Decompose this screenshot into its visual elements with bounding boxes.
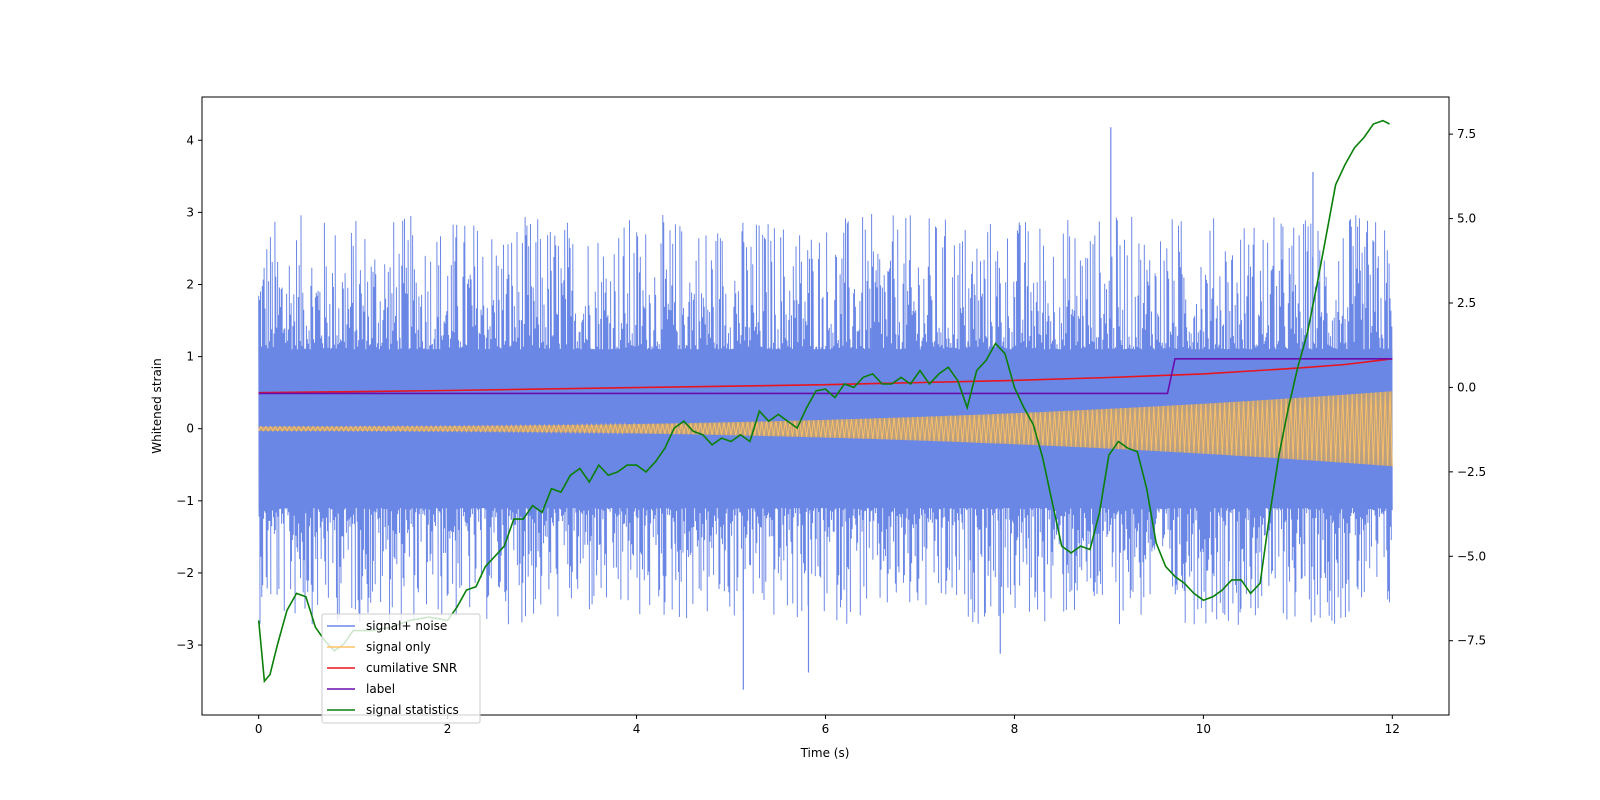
x-tick-label: 12: [1385, 722, 1400, 736]
y-tick-label: −1: [176, 494, 194, 508]
y2-tick-label: 0.0: [1457, 380, 1476, 394]
y-tick-label: −3: [176, 638, 194, 652]
y2-tick-label: 7.5: [1457, 127, 1476, 141]
y2-tick-label: 2.5: [1457, 296, 1476, 310]
x-tick-label: 10: [1196, 722, 1211, 736]
x-axis-label: Time (s): [800, 746, 850, 760]
y-axis-right: −7.5 −5.0 −2.5 0.0 2.5 5.0 7.5: [1449, 127, 1486, 648]
x-tick-label: 8: [1011, 722, 1019, 736]
x-tick-label: 6: [822, 722, 830, 736]
x-tick-label: 0: [255, 722, 263, 736]
legend-label-signal-noise: signal+ noise: [366, 619, 447, 633]
y-axis-label: Whitened strain: [150, 358, 164, 454]
legend-label-signal-only: signal only: [366, 640, 431, 654]
plot-area: [257, 119, 1393, 690]
series-line-signal-statistics: [257, 119, 1390, 684]
y-tick-label: 1: [186, 350, 194, 364]
y-tick-label: 2: [186, 277, 194, 291]
x-tick-label: 4: [633, 722, 641, 736]
series-line-label: [258, 358, 1393, 395]
y2-tick-label: 5.0: [1457, 212, 1476, 226]
x-axis: 0 2 4 6 8 10 12: [255, 715, 1400, 736]
y-tick-label: 3: [186, 205, 194, 219]
signal-only-trace: [258, 391, 1393, 467]
y-tick-label: 4: [186, 133, 194, 147]
legend-box: [321, 613, 481, 724]
y2-tick-label: −7.5: [1457, 634, 1486, 648]
x-tick-label: 2: [444, 722, 452, 736]
legend-label-label: label: [366, 682, 395, 696]
y2-tick-label: −2.5: [1457, 465, 1486, 479]
y-tick-label: 0: [186, 422, 194, 436]
legend: signal+ noise signal only cumilative SNR…: [321, 613, 481, 724]
legend-label-signal-statistics: signal statistics: [366, 703, 459, 717]
legend-label-cumulative-snr: cumilative SNR: [366, 661, 457, 675]
y-axis-left: −3 −2 −1 0 1 2 3 4: [176, 133, 202, 652]
y-tick-label: −2: [176, 566, 194, 580]
y2-tick-label: −5.0: [1457, 549, 1486, 563]
series-line-cumilative-snr: [258, 358, 1393, 394]
